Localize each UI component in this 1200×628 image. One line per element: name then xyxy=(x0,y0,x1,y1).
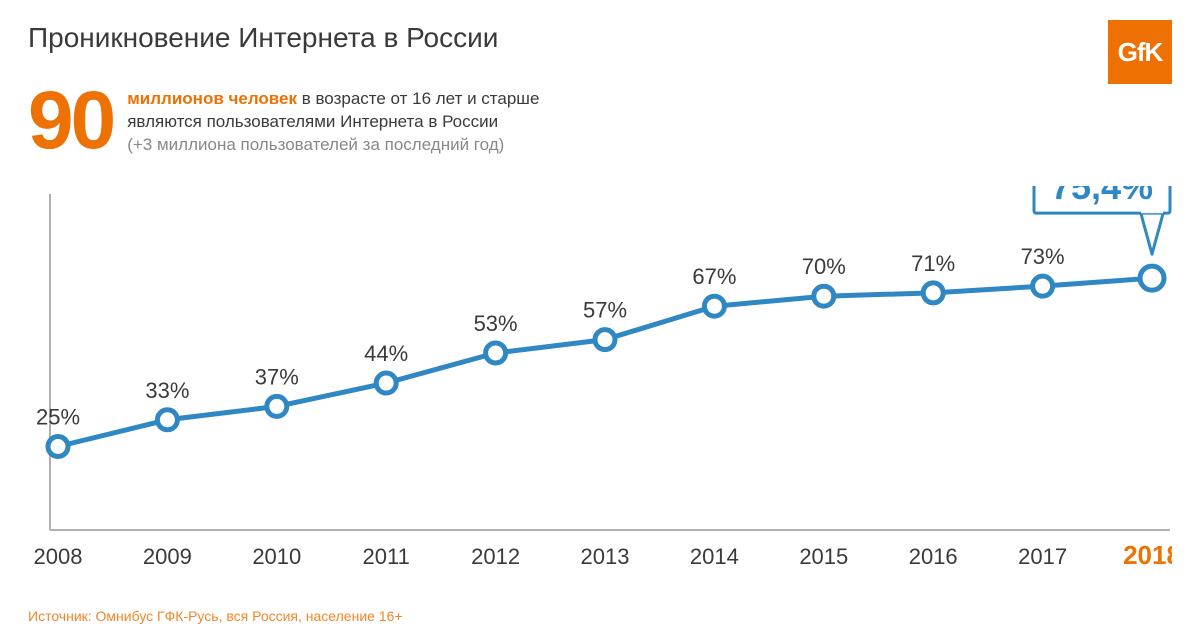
headline-line3: (+3 миллиона пользователей за последний … xyxy=(127,134,539,157)
svg-text:2010: 2010 xyxy=(252,544,301,569)
svg-text:37%: 37% xyxy=(255,364,299,389)
svg-text:2018: 2018 xyxy=(1123,540,1172,570)
gfk-logo-text: GfK xyxy=(1118,37,1163,68)
svg-text:33%: 33% xyxy=(145,378,189,403)
page-root: Проникновение Интернета в России GfK 90 … xyxy=(0,0,1200,628)
svg-text:2015: 2015 xyxy=(799,544,848,569)
headline-text: миллионов человек в возрасте от 16 лет и… xyxy=(127,84,539,157)
page-title: Проникновение Интернета в России xyxy=(28,22,1172,54)
svg-text:71%: 71% xyxy=(911,251,955,276)
line-chart: 25% 2008 33% 2009 37% 2010 44% 2011 53% 2012 57% 20… xyxy=(28,186,1172,590)
svg-text:25%: 25% xyxy=(36,405,80,430)
headline-line1-strong: миллионов человек xyxy=(127,89,297,108)
svg-text:75,4%: 75,4% xyxy=(1051,186,1153,207)
headline-block: 90 миллионов человек в возрасте от 16 ле… xyxy=(28,84,1172,158)
svg-text:2009: 2009 xyxy=(143,544,192,569)
svg-text:67%: 67% xyxy=(692,264,736,289)
svg-text:2011: 2011 xyxy=(363,544,410,569)
svg-text:2017: 2017 xyxy=(1018,544,1067,569)
svg-text:53%: 53% xyxy=(474,311,518,336)
headline-line1-rest: в возрасте от 16 лет и старше xyxy=(297,89,539,108)
svg-text:2013: 2013 xyxy=(581,544,630,569)
svg-text:70%: 70% xyxy=(802,254,846,279)
svg-text:2014: 2014 xyxy=(690,544,739,569)
svg-text:2016: 2016 xyxy=(909,544,958,569)
svg-text:73%: 73% xyxy=(1021,244,1065,269)
chart-container: 25% 2008 33% 2009 37% 2010 44% 2011 53% 2012 57% 20… xyxy=(28,186,1172,590)
svg-text:44%: 44% xyxy=(364,341,408,366)
svg-text:57%: 57% xyxy=(583,298,627,323)
svg-text:2008: 2008 xyxy=(34,544,83,569)
svg-text:2012: 2012 xyxy=(471,544,520,569)
headline-line2: являются пользователями Интернета в Росс… xyxy=(127,111,539,134)
gfk-logo: GfK xyxy=(1108,20,1172,84)
source-text: Источник: Омнибус ГФК-Русь, вся Россия, … xyxy=(28,608,403,624)
headline-number: 90 xyxy=(28,84,113,158)
